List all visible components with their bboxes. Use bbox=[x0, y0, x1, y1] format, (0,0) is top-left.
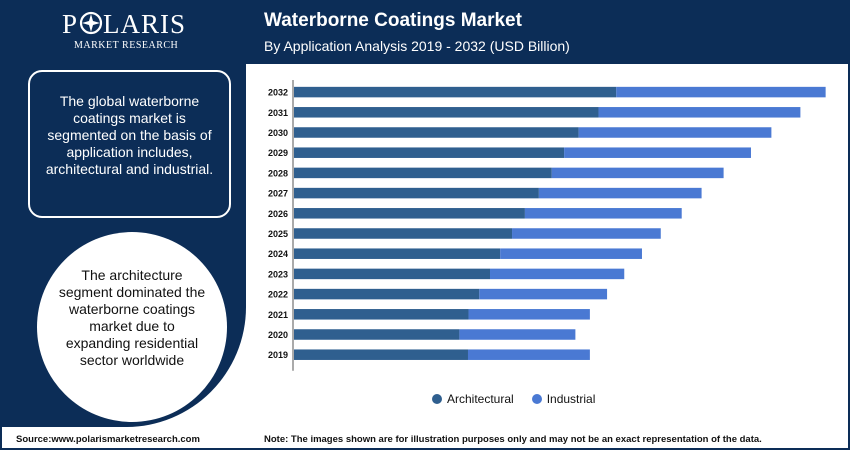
bar-industrial-2031 bbox=[598, 107, 801, 118]
bar-industrial-2021 bbox=[468, 309, 590, 320]
y-tick-label-2031: 2031 bbox=[268, 108, 288, 118]
bar-industrial-2027 bbox=[538, 187, 702, 199]
y-tick-label-2029: 2029 bbox=[268, 148, 288, 158]
bar-architectural-2024 bbox=[294, 248, 501, 259]
polaris-logo-icon: P LARIS bbox=[62, 9, 186, 38]
y-tick-label-2025: 2025 bbox=[268, 229, 288, 239]
bar-industrial-2030 bbox=[578, 127, 772, 138]
bar-architectural-2027 bbox=[294, 187, 539, 199]
legend-dot-architectural bbox=[432, 394, 442, 404]
svg-text:P: P bbox=[62, 9, 78, 38]
bar-architectural-2020 bbox=[294, 329, 460, 340]
bar-architectural-2022 bbox=[294, 288, 480, 300]
footer-band bbox=[2, 430, 848, 448]
header-band bbox=[246, 2, 848, 64]
highlight-circle: The architecture segment dominated the w… bbox=[37, 232, 227, 422]
logo-subtitle: MARKET RESEARCH bbox=[74, 40, 179, 51]
legend-item-architectural: Architectural bbox=[432, 392, 514, 406]
bar-architectural-2029 bbox=[294, 147, 565, 158]
y-tick-label-2019: 2019 bbox=[268, 350, 288, 360]
bar-architectural-2030 bbox=[294, 127, 579, 138]
bar-chart: 2032 2031 2030 2029 2028 2027 2026 2025 2024 2023… bbox=[268, 80, 826, 371]
bar-architectural-2023 bbox=[294, 268, 491, 280]
info-box-text: The global waterborne coatings market is… bbox=[45, 92, 214, 177]
chart-title: Waterborne Coatings Market bbox=[264, 10, 522, 31]
bar-architectural-2028 bbox=[294, 167, 552, 179]
y-tick-label-2026: 2026 bbox=[268, 209, 288, 219]
bar-architectural-2032 bbox=[294, 86, 617, 98]
y-tick-label-2028: 2028 bbox=[268, 168, 288, 178]
bar-industrial-2029 bbox=[564, 147, 751, 158]
bar-architectural-2025 bbox=[294, 228, 513, 239]
bar-industrial-2026 bbox=[524, 208, 682, 219]
highlight-circle-text: The architecture segment dominated the w… bbox=[58, 267, 206, 368]
chart-legend: Architectural Industrial bbox=[432, 392, 595, 406]
legend-dot-industrial bbox=[531, 394, 542, 404]
bar-industrial-2032 bbox=[616, 86, 826, 98]
bar-industrial-2025 bbox=[512, 228, 661, 239]
bar-architectural-2026 bbox=[294, 208, 525, 219]
legend-label-architectural: Architectural bbox=[447, 392, 514, 406]
y-tick-label-2027: 2027 bbox=[268, 189, 288, 199]
bar-industrial-2022 bbox=[479, 288, 608, 300]
bar-industrial-2028 bbox=[551, 167, 724, 179]
bar-industrial-2020 bbox=[459, 329, 576, 340]
y-tick-label-2032: 2032 bbox=[268, 88, 288, 98]
y-tick-label-2023: 2023 bbox=[268, 269, 288, 279]
chart-subtitle: By Application Analysis 2019 - 2032 (USD… bbox=[264, 38, 570, 54]
bar-architectural-2019 bbox=[294, 349, 468, 360]
y-tick-label-2024: 2024 bbox=[268, 249, 288, 259]
bar-industrial-2023 bbox=[490, 268, 625, 280]
legend-label-industrial: Industrial bbox=[546, 392, 596, 406]
bar-architectural-2031 bbox=[294, 107, 599, 118]
source-text: Source:www.polarismarketresearch.com bbox=[16, 434, 200, 445]
y-tick-label-2022: 2022 bbox=[268, 290, 288, 300]
y-tick-label-2020: 2020 bbox=[268, 330, 288, 340]
logo: P LARIS MARKET RESEARCH bbox=[62, 8, 202, 58]
disclaimer-note: Note: The images shown are for illustrat… bbox=[264, 434, 762, 445]
y-tick-label-2030: 2030 bbox=[268, 128, 288, 138]
info-box: The global waterborne coatings market is… bbox=[28, 70, 231, 218]
legend-item-industrial: Industrial bbox=[531, 392, 596, 406]
y-tick-label-2021: 2021 bbox=[268, 310, 288, 320]
bar-industrial-2019 bbox=[467, 349, 590, 360]
bar-architectural-2021 bbox=[294, 309, 469, 320]
svg-text:LARIS: LARIS bbox=[103, 9, 186, 38]
bar-industrial-2024 bbox=[500, 248, 642, 259]
